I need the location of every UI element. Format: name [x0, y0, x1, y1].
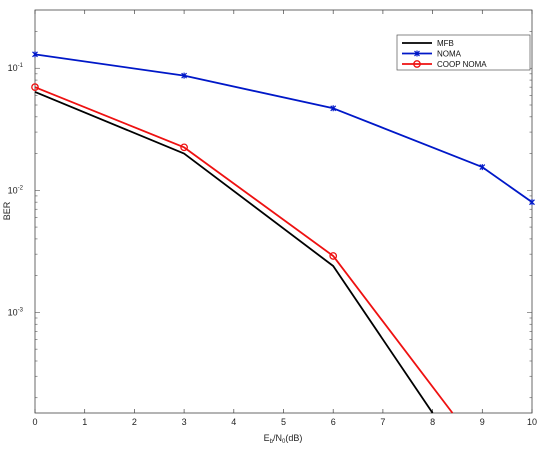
- legend-label: MFB: [437, 39, 454, 48]
- x-tick-label: 8: [430, 417, 435, 427]
- legend-entry: COOP NOMA: [402, 60, 487, 69]
- data-point: [414, 50, 420, 57]
- x-tick-label: 0: [32, 417, 37, 427]
- legend-entry: NOMA: [402, 50, 462, 59]
- data-point: [329, 252, 338, 260]
- data-point: [529, 199, 535, 206]
- x-tick-label: 3: [182, 417, 187, 427]
- x-tick-label: 4: [231, 417, 236, 427]
- data-point: [31, 83, 39, 92]
- series-coop-noma: [31, 83, 454, 414]
- legend-label: NOMA: [437, 50, 462, 59]
- y-tick-label: 10-3: [8, 307, 24, 317]
- data-point: [32, 51, 38, 58]
- series-noma: [32, 51, 535, 206]
- x-tick-label: 9: [480, 417, 485, 427]
- x-tick-label: 10: [527, 417, 537, 427]
- x-tick-label: 7: [380, 417, 385, 427]
- x-tick-label: 2: [132, 417, 137, 427]
- y-axis-ticks: 10-1 10-2 10-3: [8, 31, 532, 399]
- legend-entry: MFB: [402, 39, 454, 48]
- data-point: [330, 105, 337, 112]
- data-point: [180, 143, 188, 152]
- data-point: [479, 164, 486, 171]
- series-layer: [31, 51, 535, 414]
- series-line: [34, 91, 434, 414]
- legend-label: COOP NOMA: [437, 60, 487, 69]
- y-tick-label: 10-1: [8, 63, 24, 73]
- plot-area: [34, 9, 533, 414]
- x-axis-ticks: 0 1 2 3 4 5 6 7 8 9 10: [32, 10, 537, 427]
- x-tick-label: 1: [82, 417, 87, 427]
- y-axis-label: BER: [2, 201, 12, 220]
- x-tick-label: 5: [281, 417, 286, 427]
- data-point: [181, 72, 188, 79]
- x-tick-label: 6: [331, 417, 336, 427]
- series-line: [34, 86, 454, 414]
- data-point: [413, 60, 421, 68]
- series-mfb: [34, 91, 434, 414]
- y-tick-label: 10-2: [8, 185, 24, 195]
- x-axis-label: Eb/N0(dB): [264, 433, 303, 445]
